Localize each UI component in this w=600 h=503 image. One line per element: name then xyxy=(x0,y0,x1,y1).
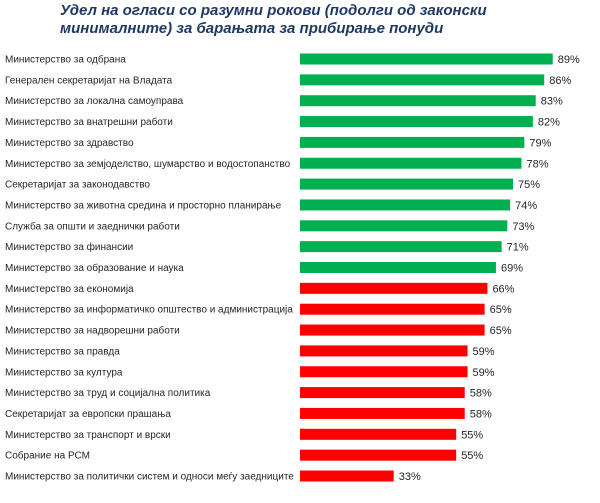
category-label: Министерство за труд и социјална политик… xyxy=(5,388,211,399)
category-label: Министерство за финансии xyxy=(5,241,133,253)
bar xyxy=(300,241,502,253)
bar xyxy=(300,116,533,128)
category-label: Министерство за земјоделство, шумарство … xyxy=(5,159,291,170)
category-label: Секретаријат за европски прашања xyxy=(5,409,171,420)
bar xyxy=(300,407,465,419)
data-label: 55% xyxy=(461,450,483,462)
data-label: 33% xyxy=(399,471,421,483)
bar xyxy=(300,345,468,357)
data-label: 69% xyxy=(501,263,523,275)
category-label: Министерство за образование и наука xyxy=(5,262,184,274)
data-label: 74% xyxy=(515,200,537,212)
bar xyxy=(300,199,511,211)
data-label: 89% xyxy=(558,54,580,66)
data-label: 59% xyxy=(473,367,495,379)
bar xyxy=(300,470,394,482)
data-label: 73% xyxy=(512,221,534,233)
category-label: Генерален секретаријат на Владата xyxy=(5,75,173,86)
bar xyxy=(300,53,553,65)
bar xyxy=(300,324,485,336)
category-label: Министерство за култура xyxy=(5,367,123,378)
data-label: 66% xyxy=(492,283,514,295)
category-label: Министерство за одбрана xyxy=(5,54,126,66)
category-label: Собрание на РСМ xyxy=(5,450,90,462)
data-label: 82% xyxy=(538,117,560,129)
data-label: 58% xyxy=(470,408,492,420)
data-label: 83% xyxy=(541,96,563,108)
bar xyxy=(300,178,513,190)
category-label: Министерство за надворешни работи xyxy=(5,325,180,337)
data-label: 79% xyxy=(529,137,551,149)
bar xyxy=(300,282,488,294)
bar xyxy=(300,387,465,399)
bar xyxy=(300,262,496,273)
chart-title: Удел на огласи со разумни рокови (подолг… xyxy=(60,2,487,37)
data-label: 71% xyxy=(507,242,529,254)
data-label: 75% xyxy=(518,179,540,191)
bar xyxy=(300,157,522,169)
bar xyxy=(300,220,508,232)
category-label: Министерство за правда xyxy=(5,346,120,357)
data-label: 65% xyxy=(490,325,512,337)
data-label: 78% xyxy=(527,158,549,170)
category-label: Министерство за транспорт и врски xyxy=(5,430,171,441)
data-label: 65% xyxy=(490,304,512,316)
category-label: Министерство за економија xyxy=(5,284,134,295)
category-label: Служба за општи и заеднички работи xyxy=(5,220,180,232)
category-label: Министерство за информатичко општество и… xyxy=(5,304,293,316)
bar xyxy=(300,366,468,378)
category-label: Министерство за внатрешни работи xyxy=(5,116,173,128)
bar xyxy=(300,303,485,315)
bar xyxy=(300,95,536,107)
data-label: 86% xyxy=(549,75,571,87)
category-label: Министерство за животна средина и просто… xyxy=(5,200,282,211)
category-label: Министерство за локална самоуправа xyxy=(5,96,184,107)
category-label: Министерство за политички систем и однос… xyxy=(5,472,294,483)
category-label: Секретаријат за законодавство xyxy=(5,180,150,191)
data-label: 59% xyxy=(473,346,495,358)
data-label: 55% xyxy=(461,429,483,441)
bar xyxy=(300,449,457,461)
category-label: Министерство за здравство xyxy=(5,138,134,149)
bar xyxy=(300,428,457,440)
bar xyxy=(300,74,545,86)
bar xyxy=(300,136,525,148)
data-label: 58% xyxy=(470,388,492,400)
